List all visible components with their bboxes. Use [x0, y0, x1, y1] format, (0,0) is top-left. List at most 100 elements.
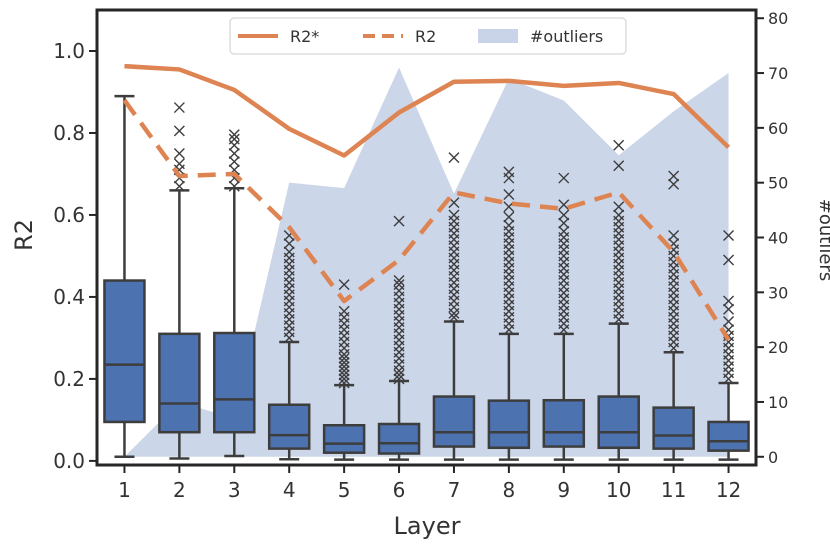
y-tick-label: 0.2 [53, 367, 85, 391]
box-flier [338, 357, 350, 369]
box-flier [228, 147, 240, 159]
box-layer-10 [597, 139, 640, 461]
box-flier [173, 158, 185, 170]
x-tick-label: 4 [283, 478, 296, 502]
box-flier [613, 139, 625, 151]
x-tick-label: 12 [716, 478, 741, 502]
box-body [542, 398, 586, 448]
y2-tick-label: 80 [768, 9, 788, 28]
box-flier [173, 102, 185, 114]
box-body [267, 403, 311, 450]
legend-frame [229, 17, 627, 55]
box-flier [558, 199, 570, 211]
line-r2 [122, 98, 731, 342]
y-tick-label: 0.4 [53, 285, 85, 309]
box-flier [338, 365, 350, 377]
box-flier [613, 160, 625, 172]
y2-tick-label: 60 [768, 119, 788, 138]
box-layer-7 [432, 152, 476, 461]
x-tick-label: 3 [228, 478, 241, 502]
x-tick-label: 1 [118, 478, 131, 502]
line-layer [122, 63, 731, 342]
box-flier [173, 125, 185, 137]
outliers-area [124, 67, 729, 457]
legend-label-r2-star: R2* [290, 27, 319, 46]
box-body [322, 423, 366, 454]
box-flier [448, 152, 460, 164]
box-flier [668, 178, 680, 190]
box-body [652, 406, 695, 450]
box-flier [338, 305, 350, 317]
box-layer-2 [158, 102, 201, 460]
legend: R2* R2 #outliers [229, 17, 627, 55]
y-tick-label: 0.6 [53, 203, 85, 227]
box-layer-6 [377, 215, 421, 461]
box-layer-8 [487, 166, 531, 461]
box-flier [393, 369, 405, 381]
x-tick-label: 9 [557, 478, 570, 502]
outliers-area-layer [124, 67, 729, 457]
box-layer-5 [322, 279, 366, 461]
box-body [213, 331, 256, 434]
box-flier [283, 238, 295, 250]
box-flier [338, 369, 350, 381]
box-flier [558, 172, 570, 184]
y2-tick-label: 20 [768, 338, 788, 357]
box-flier [393, 215, 405, 227]
x-tick-label: 7 [448, 478, 461, 502]
box-flier [228, 129, 240, 141]
box-flier [393, 279, 405, 291]
x-tick-label: 11 [661, 478, 686, 502]
y2-tick-label: 30 [768, 283, 788, 302]
box-flier [448, 311, 460, 323]
box-body [707, 420, 750, 452]
box-flier [448, 209, 460, 221]
box-flier [338, 279, 350, 291]
box-flier [283, 246, 295, 258]
box-flier [503, 219, 515, 231]
box-flier [723, 295, 735, 307]
box-flier [558, 217, 570, 229]
box-flier [668, 170, 680, 182]
y2-tick-label: 70 [768, 64, 788, 83]
line-r2-star [124, 63, 731, 158]
box-flier [503, 188, 515, 200]
box-layer-9 [542, 172, 586, 461]
box-layer-3 [213, 129, 256, 458]
y2-tick-label: 40 [768, 229, 788, 248]
box-flier [723, 316, 735, 328]
y-tick-label: 1.0 [53, 39, 85, 63]
box-flier [503, 211, 515, 223]
y2-tick-label: 0 [768, 448, 778, 467]
box-flier [613, 201, 625, 213]
x-tick-label: 10 [606, 478, 631, 502]
box-flier [228, 133, 240, 145]
legend-label-outliers: #outliers [530, 27, 603, 46]
box-flier [338, 377, 350, 389]
box-flier [558, 209, 570, 221]
y2-tick-label: 50 [768, 174, 788, 193]
box-flier [668, 229, 680, 241]
box-layer-1 [103, 94, 146, 459]
box-flier [338, 373, 350, 385]
box-flier [723, 254, 735, 266]
x-axis-title: Layer [394, 512, 461, 540]
box-layer-4 [267, 229, 311, 461]
box-body [487, 399, 531, 450]
box-flier [558, 225, 570, 237]
box-flier [723, 229, 735, 241]
box-body [103, 279, 146, 424]
box-body [432, 395, 476, 448]
box-flier [173, 180, 185, 192]
x-tick-label: 8 [503, 478, 516, 502]
x-tick-label: 6 [393, 478, 406, 502]
box-flier [503, 166, 515, 178]
box-flier [173, 147, 185, 159]
box-layer-11 [652, 170, 695, 461]
box-flier [228, 180, 240, 192]
box-flier [228, 156, 240, 168]
legend-label-r2: R2 [415, 27, 436, 46]
box-body [377, 422, 421, 455]
